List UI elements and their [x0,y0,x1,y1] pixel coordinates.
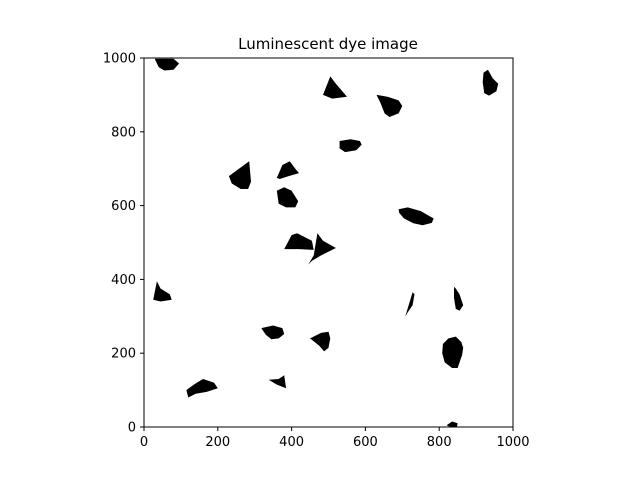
dye-blob-11 [308,233,336,265]
dye-blob-9 [398,207,434,226]
dye-blob-17 [442,336,464,368]
dye-blob-19 [268,375,287,389]
dye-blob-14 [454,286,464,311]
dye-blob-12 [153,281,172,302]
dye-blob-3 [376,94,403,117]
plot-area [143,57,514,428]
dye-blob-1 [155,58,180,71]
y-axis: 0 200 400 600 800 1000 [103,52,144,436]
y-tick-label: 800 [111,125,136,140]
dye-blob-13 [402,292,415,322]
y-tick-label: 600 [111,199,136,214]
chart-title: Luminescent dye image [238,35,418,53]
y-tick-label: 400 [111,273,136,288]
x-tick-label: 200 [205,435,230,450]
dye-blob-10 [284,233,314,250]
dye-blob-2 [323,76,347,99]
dye-blob-18 [186,379,218,398]
x-tick-label: 0 [140,435,148,450]
dye-blob-16 [310,331,331,352]
dye-blob-20 [446,421,458,427]
axes-frame [143,57,514,428]
dye-blob-5 [339,139,362,153]
dye-blob-4 [482,69,499,96]
x-tick-label: 1000 [496,435,529,450]
y-tick-label: 200 [111,347,136,362]
x-axis: 0 200 400 600 800 1000 [140,427,530,450]
x-tick-label: 600 [353,435,378,450]
dye-blob-6 [228,161,251,189]
dye-blob-15 [261,325,285,340]
x-tick-label: 400 [279,435,304,450]
y-tick-label: 1000 [103,52,136,67]
x-tick-label: 800 [427,435,452,450]
y-tick-label: 0 [128,421,136,436]
dye-blobs [153,58,499,427]
dye-blob-7 [276,161,299,179]
dye-blob-8 [276,187,299,208]
